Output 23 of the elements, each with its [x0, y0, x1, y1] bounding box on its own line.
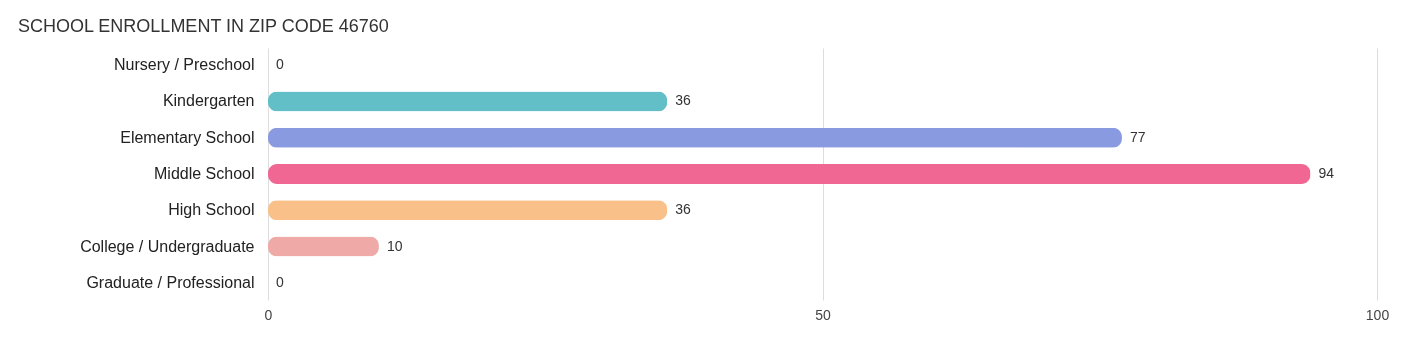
y-tick-label: Kindergarten [162, 92, 255, 110]
x-tick-label: 100 [1365, 306, 1390, 323]
y-tick-label: Graduate / Professional [86, 273, 255, 291]
bar [268, 236, 379, 257]
bar [268, 91, 668, 112]
y-tick-label: Nursery / Preschool [114, 56, 255, 74]
data-label: 36 [675, 201, 692, 218]
data-label: 0 [276, 56, 284, 73]
data-label: 77 [1129, 128, 1146, 145]
data-label: 10 [386, 237, 403, 254]
data-label: 0 [276, 273, 284, 290]
y-tick-label: Elementary School [120, 128, 255, 146]
y-tick-label: College / Undergraduate [80, 237, 255, 255]
x-tick-label: 0 [264, 306, 273, 323]
data-label: 36 [675, 92, 692, 109]
y-tick-label: High School [168, 201, 255, 219]
bar [268, 164, 1311, 184]
bar [268, 127, 1122, 148]
chart-title: SCHOOL ENROLLMENT IN ZIP CODE 46760 [18, 16, 389, 36]
bar [268, 200, 668, 221]
x-tick-label: 50 [815, 306, 831, 323]
y-tick-label: Middle School [154, 165, 255, 182]
data-label: 94 [1318, 165, 1335, 181]
